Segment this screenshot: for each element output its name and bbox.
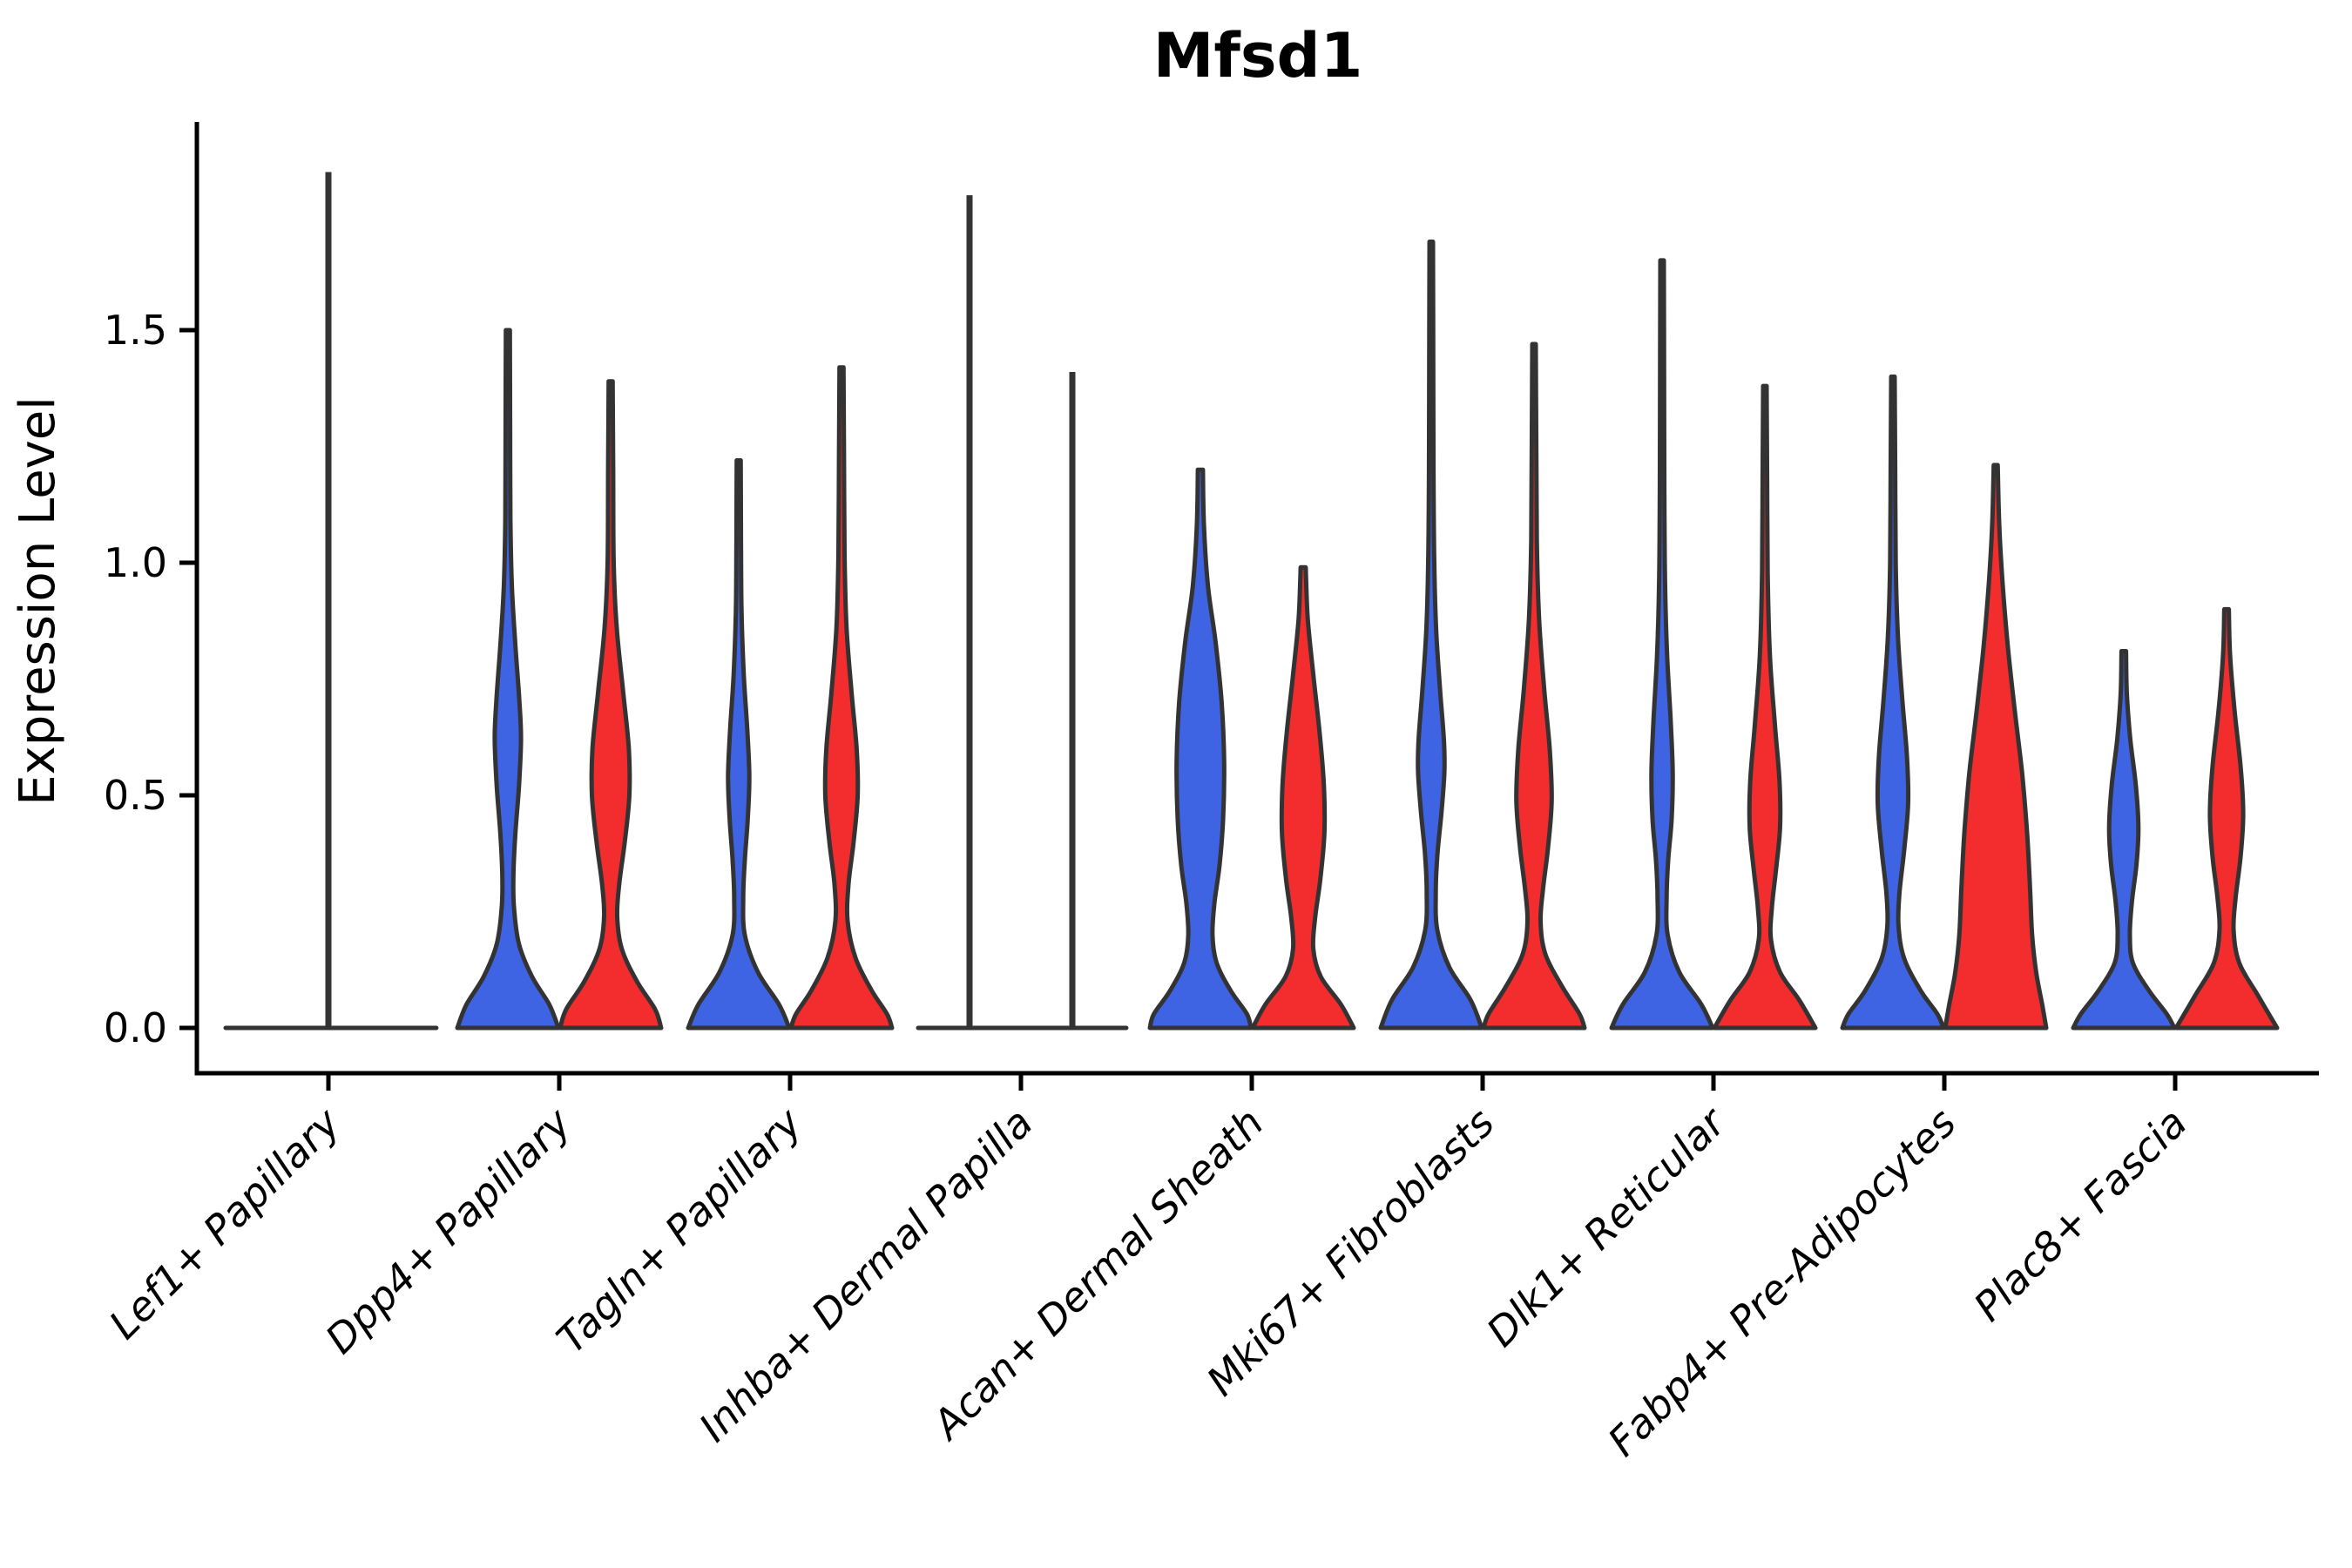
violin-acan-dermal-sheath-blue bbox=[1147, 467, 1254, 1031]
violin-mki67-fibroblasts-blue bbox=[1378, 240, 1484, 1031]
x-tick-label-dlk1-reticular: Dlk1+ Reticular bbox=[1477, 1097, 1736, 1355]
x-tick-label-lef1-papillary: Lef1+ Papillary bbox=[100, 1098, 349, 1348]
violin-mki67-fibroblasts-red bbox=[1481, 341, 1587, 1031]
violin-tagln-papillary-red bbox=[788, 365, 895, 1031]
chart-title: Mfsd1 bbox=[1153, 20, 1363, 91]
x-tick-label-plac8-fascia: Plac8+ Fascia bbox=[1964, 1099, 2195, 1330]
violin-dpp4-papillary-blue bbox=[455, 328, 561, 1031]
x-tick-label-dpp4-papillary: Dpp4+ Papillary bbox=[316, 1098, 580, 1362]
y-tick-label: 0.5 bbox=[104, 772, 167, 819]
y-tick-label: 0.0 bbox=[104, 1004, 167, 1051]
violin-fabp4-pre-adipocytes-red bbox=[1943, 463, 2049, 1031]
violin-dlk1-reticular-red bbox=[1712, 383, 1818, 1031]
y-tick-label: 1.0 bbox=[104, 539, 167, 586]
violin-plac8-fascia-red bbox=[2173, 606, 2280, 1031]
violin-dlk1-reticular-blue bbox=[1609, 258, 1715, 1031]
violin-fabp4-pre-adipocytes-blue bbox=[1840, 374, 1946, 1031]
y-tick-label: 1.5 bbox=[104, 307, 167, 354]
violin-dpp4-papillary-red bbox=[558, 379, 664, 1031]
violin-tagln-papillary-blue bbox=[686, 458, 792, 1031]
violin-plac8-fascia-blue bbox=[2071, 649, 2177, 1031]
x-tick-label-tagln-papillary: Tagln+ Papillary bbox=[547, 1098, 811, 1362]
y-axis-label: Expression Level bbox=[10, 396, 66, 806]
violin-acan-dermal-sheath-red bbox=[1250, 564, 1356, 1031]
